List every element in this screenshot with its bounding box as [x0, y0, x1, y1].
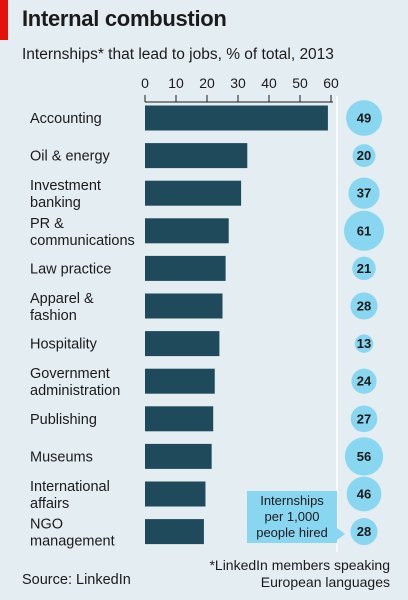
category-label: Apparel & fashion	[30, 291, 94, 324]
accent-tag	[0, 0, 8, 40]
category-label-line: administration	[30, 383, 120, 399]
callout-line-1: Internships	[260, 493, 324, 508]
category-label-line: Investment	[30, 178, 101, 194]
callout-line-3: people hired	[256, 525, 328, 540]
callout-line-2: per 1,000	[264, 509, 320, 524]
footnote-line-1: *LinkedIn members speaking	[209, 557, 390, 573]
bar	[145, 293, 223, 319]
category-label-line: PR &	[30, 216, 64, 232]
bar	[145, 331, 220, 357]
category-label-line: fashion	[30, 308, 77, 324]
category-label: Accounting	[30, 111, 102, 127]
category-label: Oil & energy	[30, 149, 111, 165]
bar	[145, 519, 204, 545]
bubble	[354, 334, 374, 353]
category-label: International affairs	[30, 479, 110, 512]
category-label-line: communications	[30, 233, 135, 249]
bubble-legend-callout: Internships per 1,000 people hired	[247, 491, 337, 543]
category-label-line: Government	[30, 366, 110, 382]
bar	[145, 255, 226, 281]
x-tick-label: 50	[292, 75, 308, 91]
bubble	[346, 100, 382, 136]
bubble	[351, 368, 377, 394]
bubble	[348, 177, 380, 209]
footnote-line-2: European languages	[260, 574, 390, 590]
bubble-value-label: 21	[357, 261, 371, 276]
source-note: Source: LinkedIn	[22, 572, 131, 588]
x-tick-label: 10	[168, 75, 184, 91]
bubble-value-label: 37	[357, 186, 371, 201]
bubble-value-label: 20	[357, 148, 371, 163]
bar	[145, 406, 214, 432]
bubble-value-label: 13	[357, 336, 371, 351]
category-label-line: banking	[30, 195, 81, 211]
bar	[145, 368, 215, 394]
bar	[145, 180, 242, 206]
x-tick-label: 30	[230, 75, 246, 91]
category-label: PR & communications	[30, 216, 135, 249]
bubble	[350, 292, 378, 320]
bubble-value-label: 46	[357, 487, 371, 502]
category-label: Publishing	[30, 412, 97, 428]
category-label: Hospitality	[30, 337, 98, 353]
x-tick-label: 60	[323, 75, 339, 91]
bubble-value-label: 49	[357, 111, 371, 126]
bubble	[352, 144, 376, 168]
category-label-line: affairs	[30, 496, 69, 512]
category-label: Law practice	[30, 261, 111, 277]
category-label-line: management	[30, 534, 115, 550]
bar	[145, 481, 206, 507]
chart-title: Internal combustion	[22, 6, 227, 31]
category-label-line: Apparel &	[30, 291, 94, 307]
bubble-value-label: 27	[357, 411, 371, 426]
bubble-value-label: 24	[357, 374, 372, 389]
x-tick-label: 0	[141, 75, 149, 91]
x-tick-label: 20	[199, 75, 215, 91]
category-label-line: NGO	[30, 517, 63, 533]
bar	[145, 443, 212, 469]
bubble	[350, 518, 378, 546]
bubble	[346, 476, 382, 512]
footnote: *LinkedIn members speaking European lang…	[209, 557, 390, 591]
bar	[145, 105, 328, 131]
bubble	[350, 405, 378, 433]
bubble-value-label: 28	[357, 524, 371, 539]
category-label: Museums	[30, 449, 93, 465]
bubble	[352, 256, 376, 281]
bubble-value-label: 61	[357, 223, 371, 238]
category-label: NGO management	[30, 517, 115, 550]
chart-subtitle: Internships* that lead to jobs, % of tot…	[22, 46, 334, 63]
category-label-line: International	[30, 479, 110, 495]
category-label: Investment banking	[30, 178, 101, 211]
bubble-value-label: 56	[357, 449, 371, 464]
bar	[145, 143, 248, 169]
category-label: Government administration	[30, 366, 120, 399]
callout-arrow-icon	[337, 528, 345, 540]
bar	[145, 218, 229, 244]
bubble-value-label: 28	[357, 299, 371, 314]
bubble	[344, 210, 384, 251]
x-tick-label: 40	[261, 75, 277, 91]
bubble	[344, 437, 384, 476]
